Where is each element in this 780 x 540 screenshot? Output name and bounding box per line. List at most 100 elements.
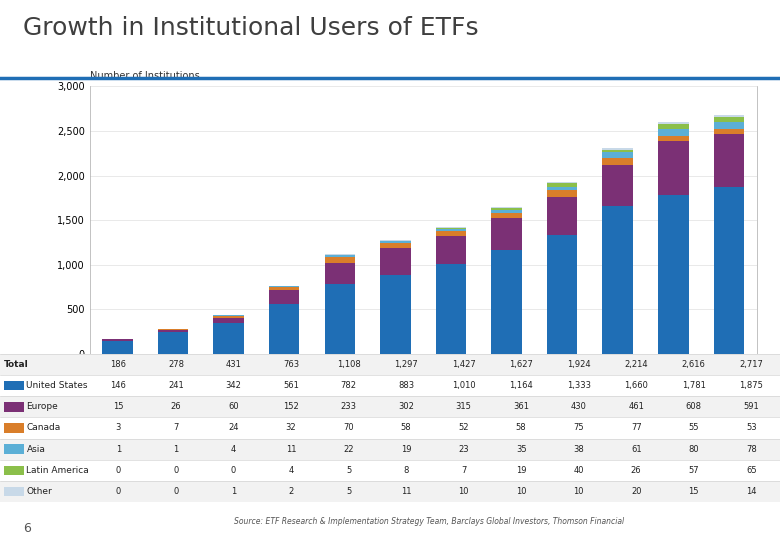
Text: Growth in Institutional Users of ETFs: Growth in Institutional Users of ETFs	[23, 16, 479, 40]
Bar	[158, 330, 188, 332]
Bar	[102, 339, 133, 341]
Text: 0: 0	[173, 487, 179, 496]
Text: 2,717: 2,717	[739, 360, 763, 369]
Bar	[158, 329, 188, 330]
Bar	[658, 136, 689, 141]
Bar	[491, 213, 522, 218]
Text: 0: 0	[116, 466, 121, 475]
Text: 57: 57	[689, 466, 699, 475]
Bar	[214, 323, 244, 354]
Text: Number of Institutions: Number of Institutions	[90, 71, 200, 81]
Text: 1: 1	[231, 487, 236, 496]
Bar	[0, 417, 780, 438]
Text: 608: 608	[686, 402, 702, 411]
Bar	[547, 197, 577, 235]
Bar	[436, 229, 466, 231]
Bar	[380, 243, 410, 248]
Bar	[324, 255, 355, 257]
Text: 4: 4	[289, 466, 293, 475]
Text: 186: 186	[111, 360, 126, 369]
Text: 1,108: 1,108	[337, 360, 360, 369]
Bar	[436, 231, 466, 235]
Bar	[380, 241, 410, 243]
Text: 70: 70	[343, 423, 354, 433]
Text: United States: United States	[27, 381, 88, 390]
Text: 5: 5	[346, 487, 351, 496]
Bar	[714, 129, 744, 134]
Text: 10: 10	[459, 487, 469, 496]
Bar	[269, 287, 300, 290]
Text: 1,427: 1,427	[452, 360, 476, 369]
Text: 591: 591	[743, 402, 759, 411]
Bar	[658, 195, 689, 354]
Bar	[491, 250, 522, 354]
Bar	[324, 264, 355, 284]
Bar	[714, 187, 744, 354]
Text: 2: 2	[289, 487, 293, 496]
Text: 19: 19	[401, 444, 411, 454]
Bar	[380, 240, 410, 241]
Text: 5: 5	[346, 466, 351, 475]
Bar	[714, 117, 744, 122]
Text: 561: 561	[283, 381, 299, 390]
Text: 1,627: 1,627	[509, 360, 533, 369]
Text: 278: 278	[168, 360, 184, 369]
Bar	[4, 423, 24, 433]
Bar	[4, 487, 24, 496]
Text: 11: 11	[285, 444, 296, 454]
Bar	[214, 318, 244, 323]
Bar	[0, 460, 780, 481]
Text: 26: 26	[631, 466, 641, 475]
Text: 315: 315	[456, 402, 472, 411]
Bar	[4, 444, 24, 454]
Text: 342: 342	[225, 381, 242, 390]
Text: 10: 10	[516, 487, 526, 496]
Text: Source: ETF Research & Implementation Strategy Team, Barclays Global Investors, : Source: ETF Research & Implementation St…	[234, 517, 624, 526]
Text: 23: 23	[459, 444, 469, 454]
Text: 26: 26	[171, 402, 181, 411]
Text: 431: 431	[225, 360, 242, 369]
Bar	[602, 148, 633, 150]
Bar	[602, 150, 633, 152]
Text: 0: 0	[231, 466, 236, 475]
Text: 24: 24	[229, 423, 239, 433]
Text: 61: 61	[631, 444, 641, 454]
Text: 302: 302	[398, 402, 414, 411]
Bar	[436, 264, 466, 354]
Bar	[491, 208, 522, 210]
Text: 15: 15	[689, 487, 699, 496]
Bar	[380, 275, 410, 354]
Bar	[0, 481, 780, 502]
Text: 55: 55	[689, 423, 699, 433]
Text: 52: 52	[459, 423, 469, 433]
Text: 1: 1	[116, 444, 121, 454]
Bar	[491, 210, 522, 213]
Bar	[491, 218, 522, 250]
Text: Other: Other	[27, 487, 52, 496]
Text: 58: 58	[401, 423, 411, 433]
Text: 1,333: 1,333	[566, 381, 590, 390]
Bar	[658, 123, 689, 124]
Text: 763: 763	[283, 360, 299, 369]
Text: 883: 883	[398, 381, 414, 390]
Bar	[324, 257, 355, 264]
Text: 75: 75	[573, 423, 584, 433]
Text: Canada: Canada	[27, 423, 61, 433]
Bar	[380, 248, 410, 275]
Text: 58: 58	[516, 423, 526, 433]
Text: 1,924: 1,924	[567, 360, 590, 369]
Text: 19: 19	[516, 466, 526, 475]
Text: 1,164: 1,164	[509, 381, 533, 390]
Bar	[602, 158, 633, 165]
Text: 1,297: 1,297	[394, 360, 418, 369]
Bar	[491, 207, 522, 208]
Text: 53: 53	[746, 423, 757, 433]
Text: 22: 22	[343, 444, 354, 454]
Text: 233: 233	[341, 402, 356, 411]
Text: 77: 77	[631, 423, 642, 433]
Text: 78: 78	[746, 444, 757, 454]
Bar	[102, 341, 133, 354]
Text: 65: 65	[746, 466, 757, 475]
Bar	[714, 134, 744, 187]
Text: 1,010: 1,010	[452, 381, 476, 390]
